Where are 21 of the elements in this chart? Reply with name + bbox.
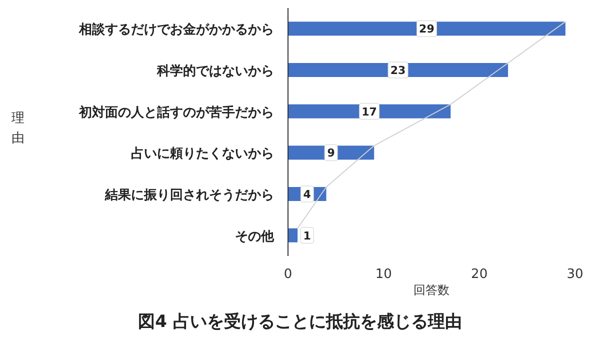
y-tick-label: 結果に振り回されそうだから	[104, 188, 274, 203]
text: 図4 占いを受けることに抵抗を感じる理由	[138, 312, 462, 332]
bar	[288, 22, 566, 36]
data-label: 29	[419, 22, 434, 36]
y-tick-label: 初対面の人と話すのが苦手だから	[78, 104, 274, 120]
y-tick-label: その他	[235, 229, 275, 244]
x-axis-title: 回答数	[414, 283, 450, 297]
y-tick-label: 占いに頼りたくないから	[131, 146, 274, 162]
y-tick-label: 相談するだけでお金がかかるから	[78, 22, 274, 38]
bar	[288, 228, 298, 242]
x-tick-label: 10	[375, 267, 392, 282]
data-label: 4	[303, 188, 312, 201]
data-label: 1	[303, 229, 311, 242]
data-label: 23	[390, 64, 406, 77]
y-axis-title: 理由	[12, 111, 24, 146]
x-tick-label: 20	[471, 267, 488, 282]
x-tick-label: 0	[284, 267, 292, 282]
data-label: 9	[327, 146, 335, 160]
data-label: 17	[362, 105, 377, 118]
x-tick-label: 30	[566, 267, 584, 282]
y-tick-label: 科学的ではないから	[156, 64, 274, 79]
